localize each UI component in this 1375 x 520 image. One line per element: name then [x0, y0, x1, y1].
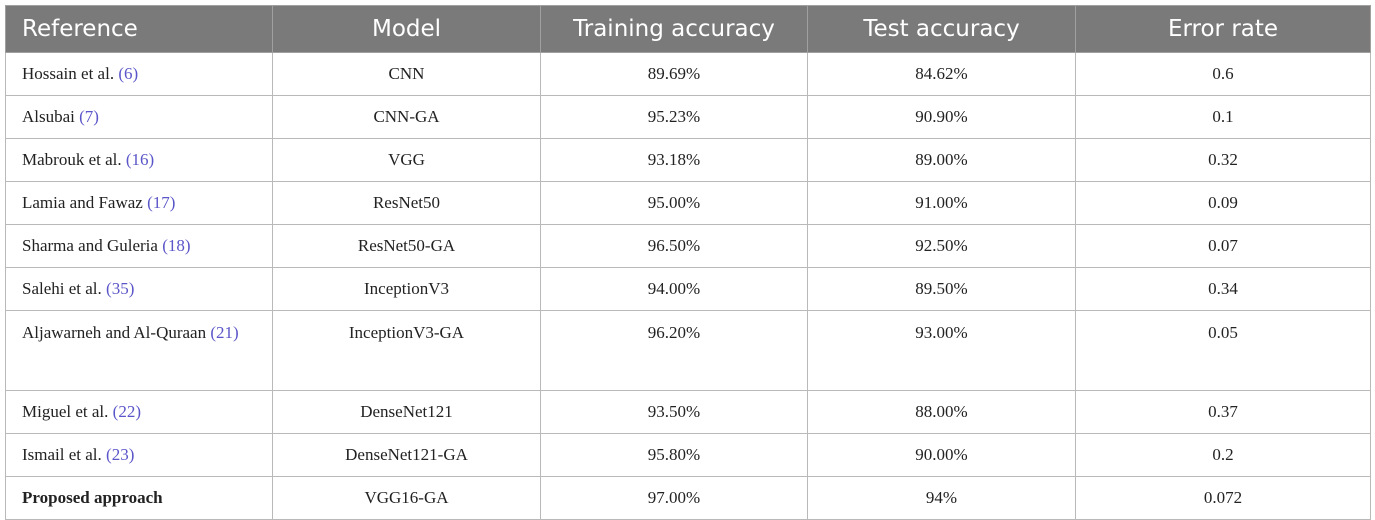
reference-cell: Sharma and Guleria (18)	[5, 224, 273, 268]
citation-link[interactable]: (18)	[162, 236, 191, 255]
error-rate-cell: 0.37	[1075, 390, 1371, 434]
model-cell: InceptionV3-GA	[272, 310, 541, 391]
reference-author: Mabrouk et al.	[22, 150, 122, 169]
model-cell: CNN	[272, 52, 541, 96]
reference-author: Aljawarneh and Al-Quraan	[22, 323, 207, 342]
table-row: Mabrouk et al. (16) VGG 93.18% 89.00% 0.…	[5, 138, 1371, 182]
reference-author: Alsubai	[22, 107, 75, 126]
table-row-proposed: Proposed approach VGG16-GA 97.00% 94% 0.…	[5, 476, 1371, 520]
test-accuracy-cell: 89.00%	[807, 138, 1076, 182]
table-row: Miguel et al. (22) DenseNet121 93.50% 88…	[5, 390, 1371, 434]
test-accuracy-cell: 92.50%	[807, 224, 1076, 268]
reference-cell: Proposed approach	[5, 476, 273, 520]
table-row: Sharma and Guleria (18) ResNet50-GA 96.5…	[5, 224, 1371, 268]
table-row: Aljawarneh and Al-Quraan (21) InceptionV…	[5, 310, 1371, 391]
table-row: Lamia and Fawaz (17) ResNet50 95.00% 91.…	[5, 181, 1371, 225]
header-test-accuracy: Test accuracy	[807, 5, 1076, 53]
training-accuracy-cell: 89.69%	[540, 52, 808, 96]
citation-link[interactable]: (22)	[112, 402, 141, 421]
citation-link[interactable]: (23)	[106, 445, 135, 464]
reference-cell: Miguel et al. (22)	[5, 390, 273, 434]
error-rate-cell: 0.072	[1075, 476, 1371, 520]
reference-cell: Mabrouk et al. (16)	[5, 138, 273, 182]
comparison-table-container: Reference Model Training accuracy Test a…	[5, 5, 1371, 520]
table-row: Salehi et al. (35) InceptionV3 94.00% 89…	[5, 267, 1371, 311]
error-rate-cell: 0.32	[1075, 138, 1371, 182]
reference-cell: Salehi et al. (35)	[5, 267, 273, 311]
error-rate-cell: 0.07	[1075, 224, 1371, 268]
test-accuracy-cell: 88.00%	[807, 390, 1076, 434]
test-accuracy-cell: 91.00%	[807, 181, 1076, 225]
reference-cell: Alsubai (7)	[5, 95, 273, 139]
table-row: Hossain et al. (6) CNN 89.69% 84.62% 0.6	[5, 52, 1371, 96]
header-reference: Reference	[5, 5, 273, 53]
reference-cell: Lamia and Fawaz (17)	[5, 181, 273, 225]
model-cell: VGG	[272, 138, 541, 182]
error-rate-cell: 0.1	[1075, 95, 1371, 139]
error-rate-cell: 0.09	[1075, 181, 1371, 225]
reference-cell: Aljawarneh and Al-Quraan (21)	[5, 310, 273, 391]
test-accuracy-cell: 90.90%	[807, 95, 1076, 139]
training-accuracy-cell: 95.23%	[540, 95, 808, 139]
table-header-row: Reference Model Training accuracy Test a…	[5, 5, 1371, 53]
reference-author: Sharma and Guleria	[22, 236, 158, 255]
error-rate-cell: 0.05	[1075, 310, 1371, 391]
test-accuracy-cell: 94%	[807, 476, 1076, 520]
reference-author: Ismail et al.	[22, 445, 102, 464]
reference-author: Lamia and Fawaz	[22, 193, 143, 212]
table-row: Alsubai (7) CNN-GA 95.23% 90.90% 0.1	[5, 95, 1371, 139]
citation-link[interactable]: (7)	[79, 107, 99, 126]
training-accuracy-cell: 95.80%	[540, 433, 808, 477]
citation-link[interactable]: (6)	[118, 64, 139, 83]
model-cell: ResNet50	[272, 181, 541, 225]
model-cell: InceptionV3	[272, 267, 541, 311]
training-accuracy-cell: 94.00%	[540, 267, 808, 311]
model-cell: DenseNet121	[272, 390, 541, 434]
citation-link[interactable]: (21)	[210, 323, 239, 342]
citation-link[interactable]: (16)	[125, 150, 155, 169]
citation-link[interactable]: (17)	[147, 193, 176, 212]
model-cell: ResNet50-GA	[272, 224, 541, 268]
reference-author: Miguel et al.	[22, 402, 109, 421]
comparison-table: Reference Model Training accuracy Test a…	[5, 5, 1371, 520]
header-model: Model	[272, 5, 541, 53]
reference-author: Salehi et al.	[22, 279, 102, 298]
training-accuracy-cell: 96.20%	[540, 310, 808, 391]
model-cell: DenseNet121-GA	[272, 433, 541, 477]
training-accuracy-cell: 93.50%	[540, 390, 808, 434]
reference-cell: Ismail et al. (23)	[5, 433, 273, 477]
citation-link[interactable]: (35)	[106, 279, 135, 298]
test-accuracy-cell: 89.50%	[807, 267, 1076, 311]
reference-cell: Hossain et al. (6)	[5, 52, 273, 96]
training-accuracy-cell: 97.00%	[540, 476, 808, 520]
test-accuracy-cell: 90.00%	[807, 433, 1076, 477]
test-accuracy-cell: 93.00%	[807, 310, 1076, 391]
reference-author: Hossain et al.	[22, 64, 115, 83]
header-training-accuracy: Training accuracy	[540, 5, 808, 53]
training-accuracy-cell: 95.00%	[540, 181, 808, 225]
error-rate-cell: 0.2	[1075, 433, 1371, 477]
training-accuracy-cell: 96.50%	[540, 224, 808, 268]
header-error-rate: Error rate	[1075, 5, 1371, 53]
error-rate-cell: 0.6	[1075, 52, 1371, 96]
model-cell: CNN-GA	[272, 95, 541, 139]
model-cell: VGG16-GA	[272, 476, 541, 520]
test-accuracy-cell: 84.62%	[807, 52, 1076, 96]
error-rate-cell: 0.34	[1075, 267, 1371, 311]
table-row: Ismail et al. (23) DenseNet121-GA 95.80%…	[5, 433, 1371, 477]
training-accuracy-cell: 93.18%	[540, 138, 808, 182]
